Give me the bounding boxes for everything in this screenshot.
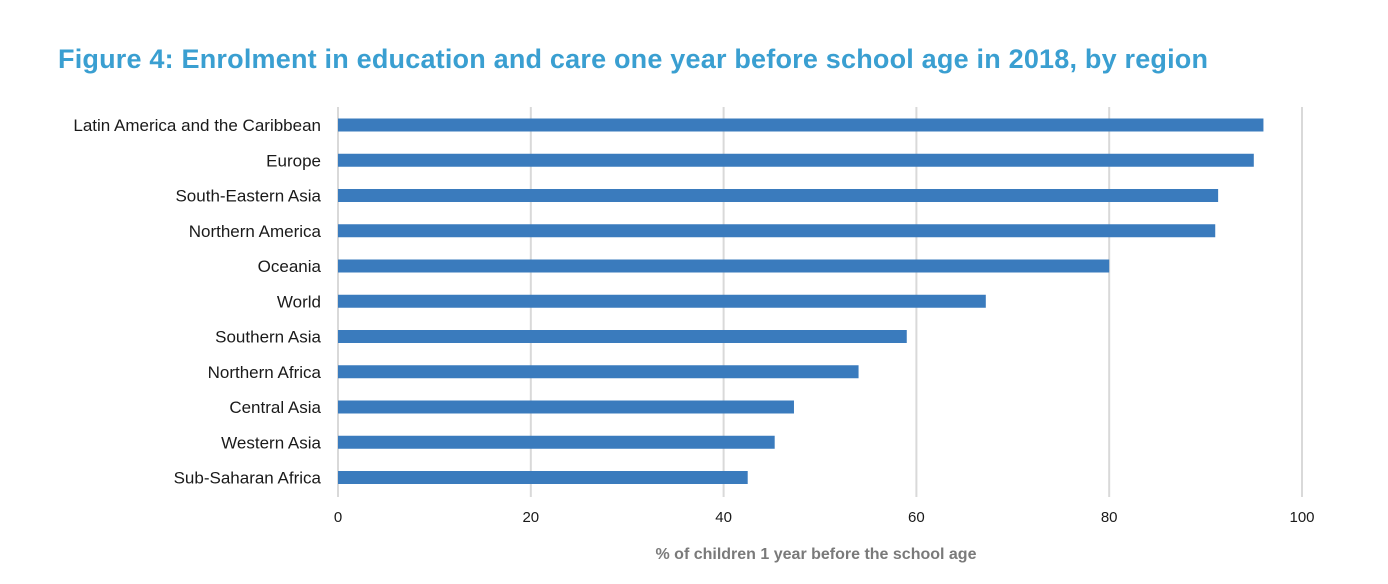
bar-6 [338,330,907,343]
category-label-1: Europe [266,151,321,170]
bars [338,118,1264,484]
category-label-3: Northern America [189,222,322,241]
bar-7 [338,365,859,379]
bar-10 [338,471,748,484]
chart-title: Figure 4: Enrolment in education and car… [58,44,1209,74]
x-tick-label-40: 40 [715,509,732,526]
x-axis-title: % of children 1 year before the school a… [656,546,977,563]
bar-2 [338,189,1219,202]
category-label-0: Latin America and the Caribbean [73,116,321,135]
bar-5 [338,294,986,308]
x-tick-label-80: 80 [1101,509,1118,526]
category-label-8: Central Asia [229,398,321,417]
category-label-9: Western Asia [221,433,321,452]
category-labels: Latin America and the Caribbean Europe Sou… [73,116,321,488]
bar-9 [338,435,775,449]
category-label-5: World [277,292,321,311]
category-label-7: Northern Africa [208,363,322,382]
bar-3 [338,224,1216,238]
x-tick-label-0: 0 [334,509,342,526]
category-label-10: Sub-Saharan Africa [174,469,322,488]
bar-4 [338,259,1110,273]
x-tick-label-100: 100 [1289,509,1314,526]
category-label-4: Oceania [258,257,322,276]
x-tick-labels: 0 20 40 60 80 100 [334,509,1315,526]
category-label-6: Southern Asia [215,328,321,347]
bar-8 [338,400,794,414]
bar-0 [338,118,1264,132]
x-tick-label-20: 20 [522,509,539,526]
x-tick-label-60: 60 [908,509,925,526]
category-label-2: South-Eastern Asia [175,187,321,206]
bar-1 [338,153,1254,167]
